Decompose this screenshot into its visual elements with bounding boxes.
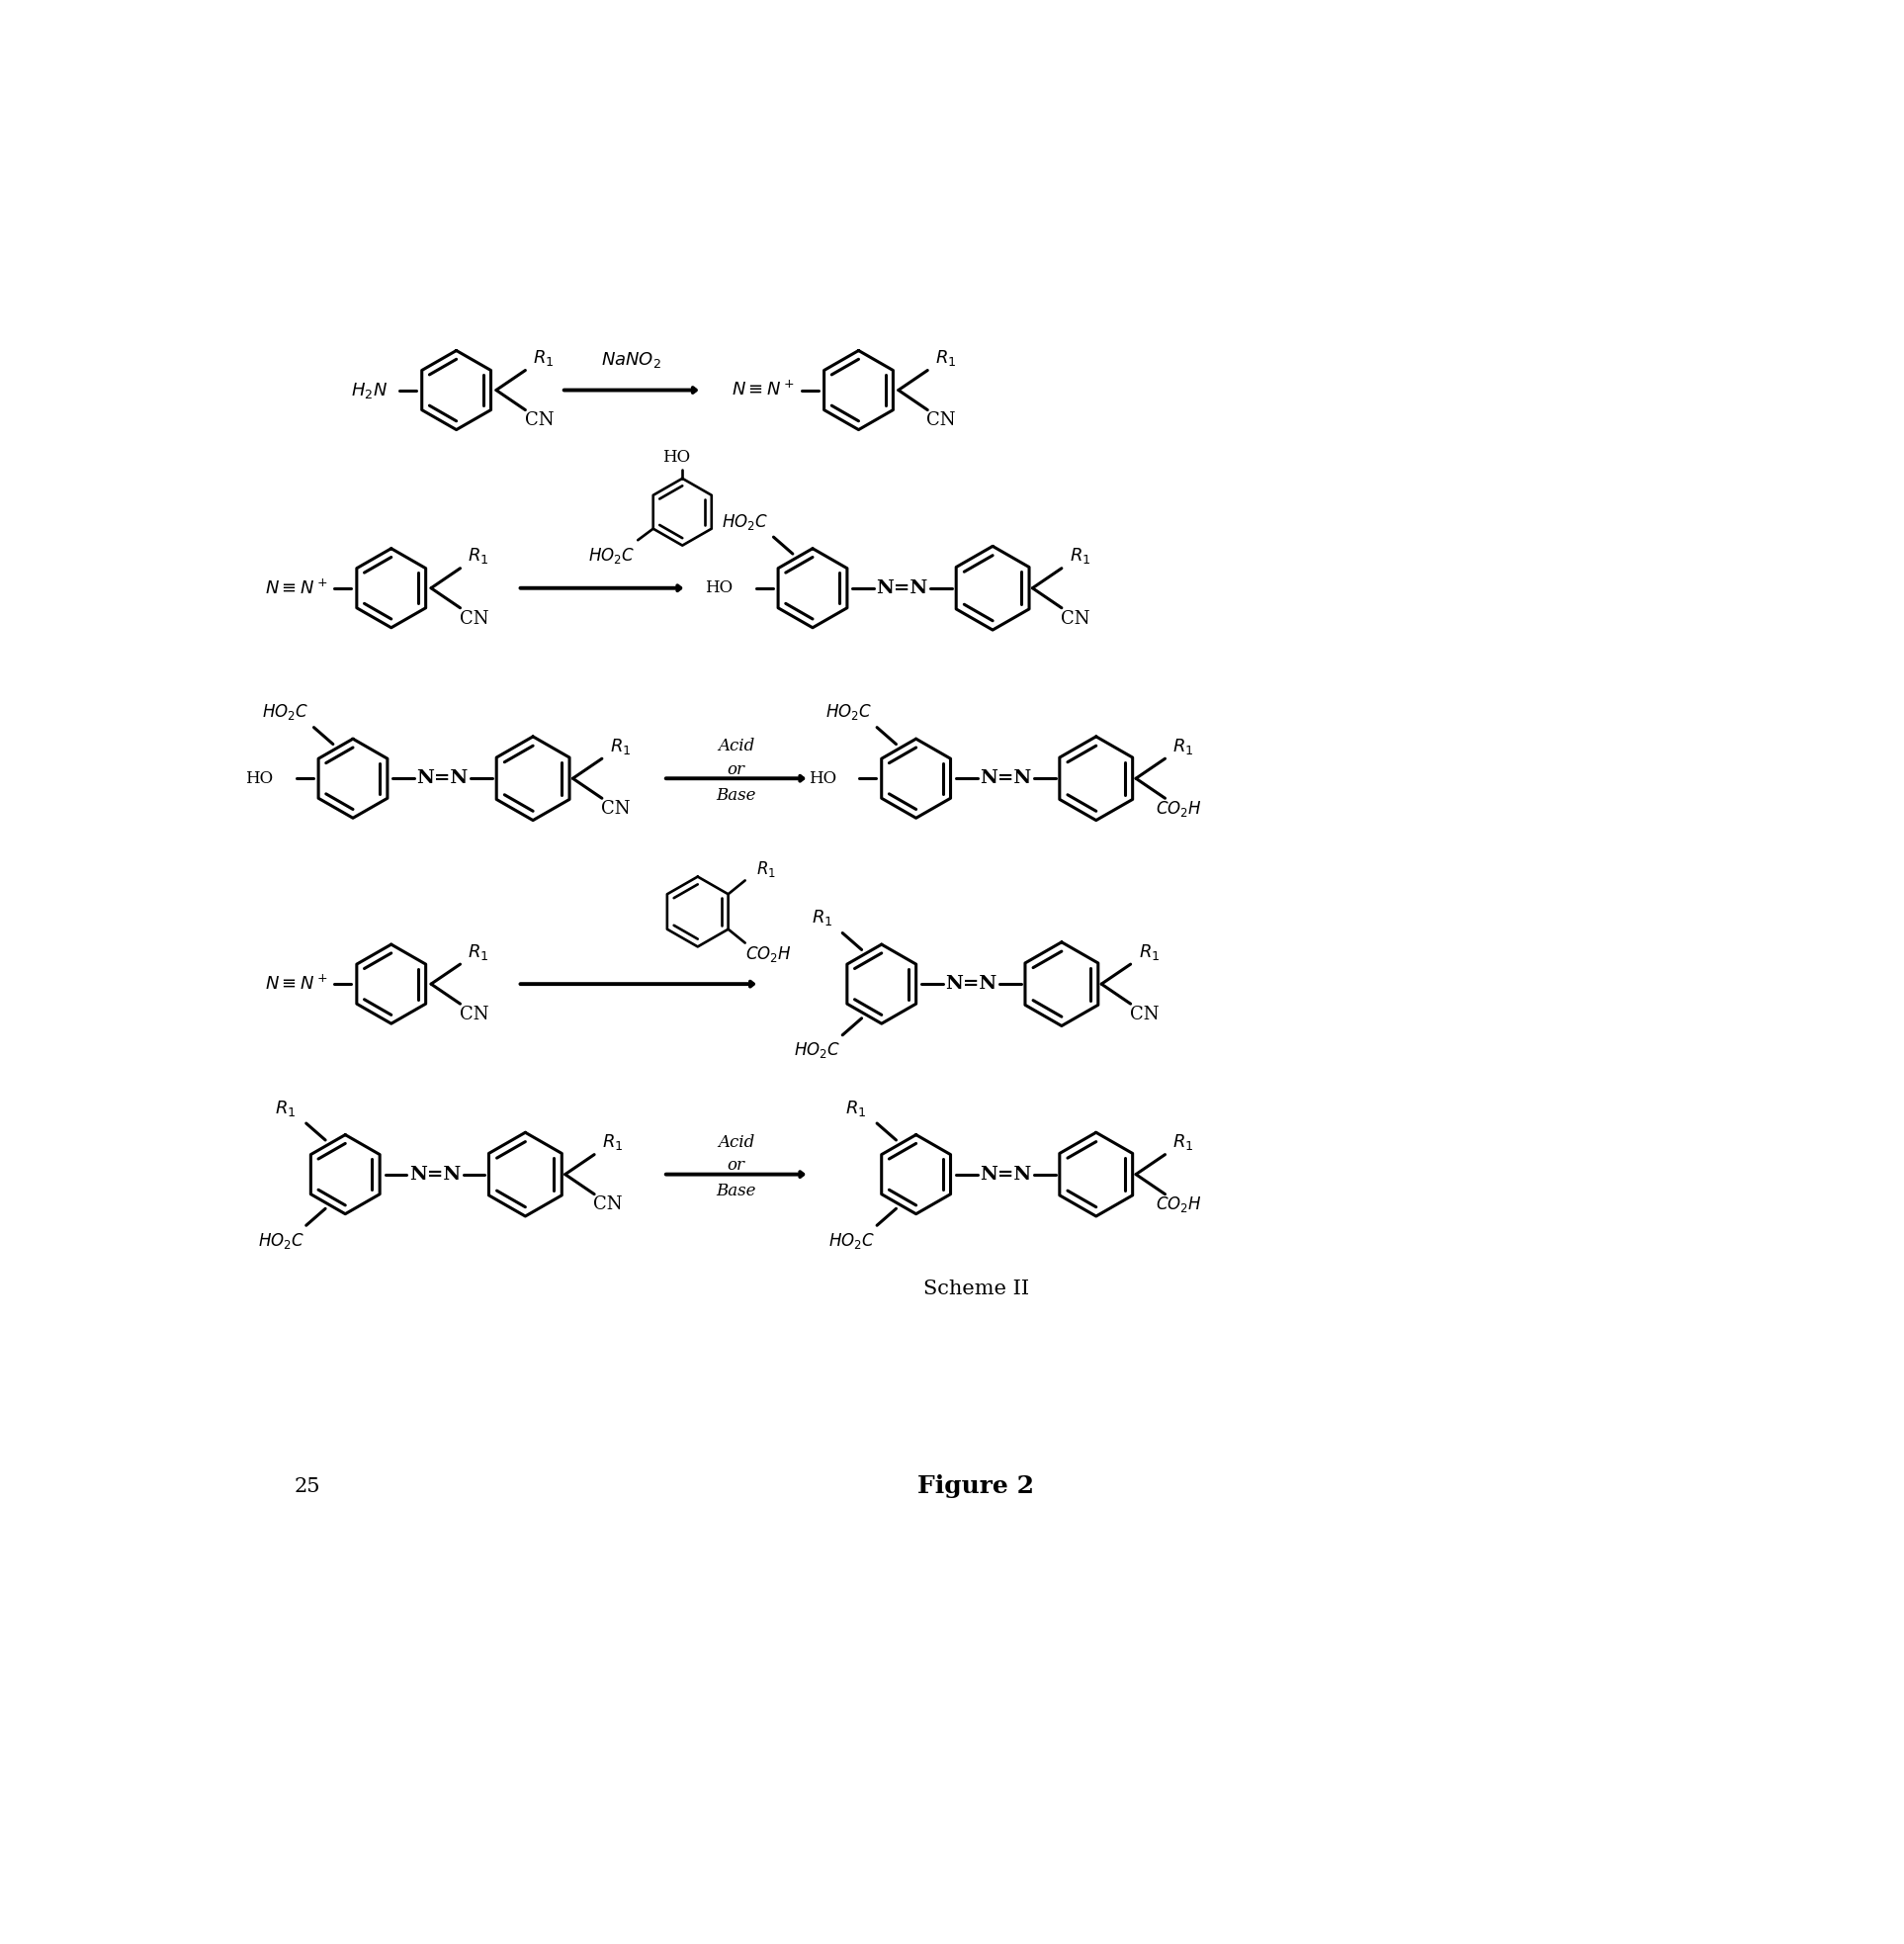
Text: $N{\equiv}N^+$: $N{\equiv}N^+$ (265, 579, 327, 597)
Text: $R_1$: $R_1$ (756, 859, 777, 879)
Text: or: or (727, 1157, 744, 1174)
Text: Base: Base (716, 787, 756, 803)
Text: $R_1$: $R_1$ (1173, 737, 1194, 756)
Text: HO: HO (663, 449, 689, 465)
Text: CN: CN (602, 801, 630, 818)
Text: $R_1$: $R_1$ (845, 1098, 866, 1118)
Text: CN: CN (1061, 610, 1089, 628)
Text: Acid: Acid (718, 739, 754, 754)
Text: $HO_2C$: $HO_2C$ (263, 702, 308, 721)
Text: $N{\equiv}N^+$: $N{\equiv}N^+$ (265, 974, 327, 993)
Text: N=N: N=N (981, 1166, 1032, 1184)
Text: $HO_2C$: $HO_2C$ (257, 1231, 305, 1250)
Text: $HO_2C$: $HO_2C$ (824, 702, 872, 721)
Text: Figure 2: Figure 2 (918, 1475, 1034, 1499)
Text: Base: Base (716, 1182, 756, 1199)
Text: $R_1$: $R_1$ (274, 1098, 295, 1118)
Text: $HO_2C$: $HO_2C$ (722, 511, 769, 533)
Text: CN: CN (1129, 1005, 1160, 1023)
Text: $R_1$: $R_1$ (609, 737, 630, 756)
Text: CN: CN (459, 610, 489, 628)
Text: $N{\equiv}N^+$: $N{\equiv}N^+$ (731, 381, 796, 400)
Text: HO: HO (246, 770, 274, 787)
Text: $R_1$: $R_1$ (1070, 546, 1091, 566)
Text: HO: HO (704, 579, 733, 597)
Text: N=N: N=N (409, 1166, 461, 1184)
Text: or: or (727, 760, 744, 778)
Text: $R_1$: $R_1$ (935, 348, 956, 367)
Text: $R_1$: $R_1$ (468, 546, 489, 566)
Text: CN: CN (594, 1196, 623, 1213)
Text: N=N: N=N (981, 770, 1032, 787)
Text: $HO_2C$: $HO_2C$ (794, 1040, 840, 1059)
Text: $NaNO_2$: $NaNO_2$ (602, 350, 661, 369)
Text: $HO_2C$: $HO_2C$ (588, 546, 634, 566)
Text: Acid: Acid (718, 1133, 754, 1151)
Text: Scheme II: Scheme II (923, 1279, 1028, 1299)
Text: CN: CN (524, 412, 554, 430)
Text: $H_2N$: $H_2N$ (350, 381, 387, 400)
Text: $R_1$: $R_1$ (602, 1133, 623, 1153)
Text: N=N: N=N (876, 579, 927, 597)
Text: N=N: N=N (417, 770, 468, 787)
Text: $CO_2H$: $CO_2H$ (1156, 799, 1201, 818)
Text: $R_1$: $R_1$ (1139, 943, 1160, 962)
Text: $CO_2H$: $CO_2H$ (1156, 1196, 1201, 1215)
Text: N=N: N=N (946, 976, 998, 993)
Text: $R_1$: $R_1$ (468, 943, 489, 962)
Text: $HO_2C$: $HO_2C$ (828, 1231, 876, 1250)
Text: $R_1$: $R_1$ (533, 348, 554, 367)
Text: 25: 25 (293, 1477, 320, 1497)
Text: HO: HO (809, 770, 836, 787)
Text: $CO_2H$: $CO_2H$ (744, 945, 792, 964)
Text: $R_1$: $R_1$ (1173, 1133, 1194, 1153)
Text: $R_1$: $R_1$ (811, 908, 832, 927)
Text: CN: CN (459, 1005, 489, 1023)
Text: CN: CN (927, 412, 956, 430)
